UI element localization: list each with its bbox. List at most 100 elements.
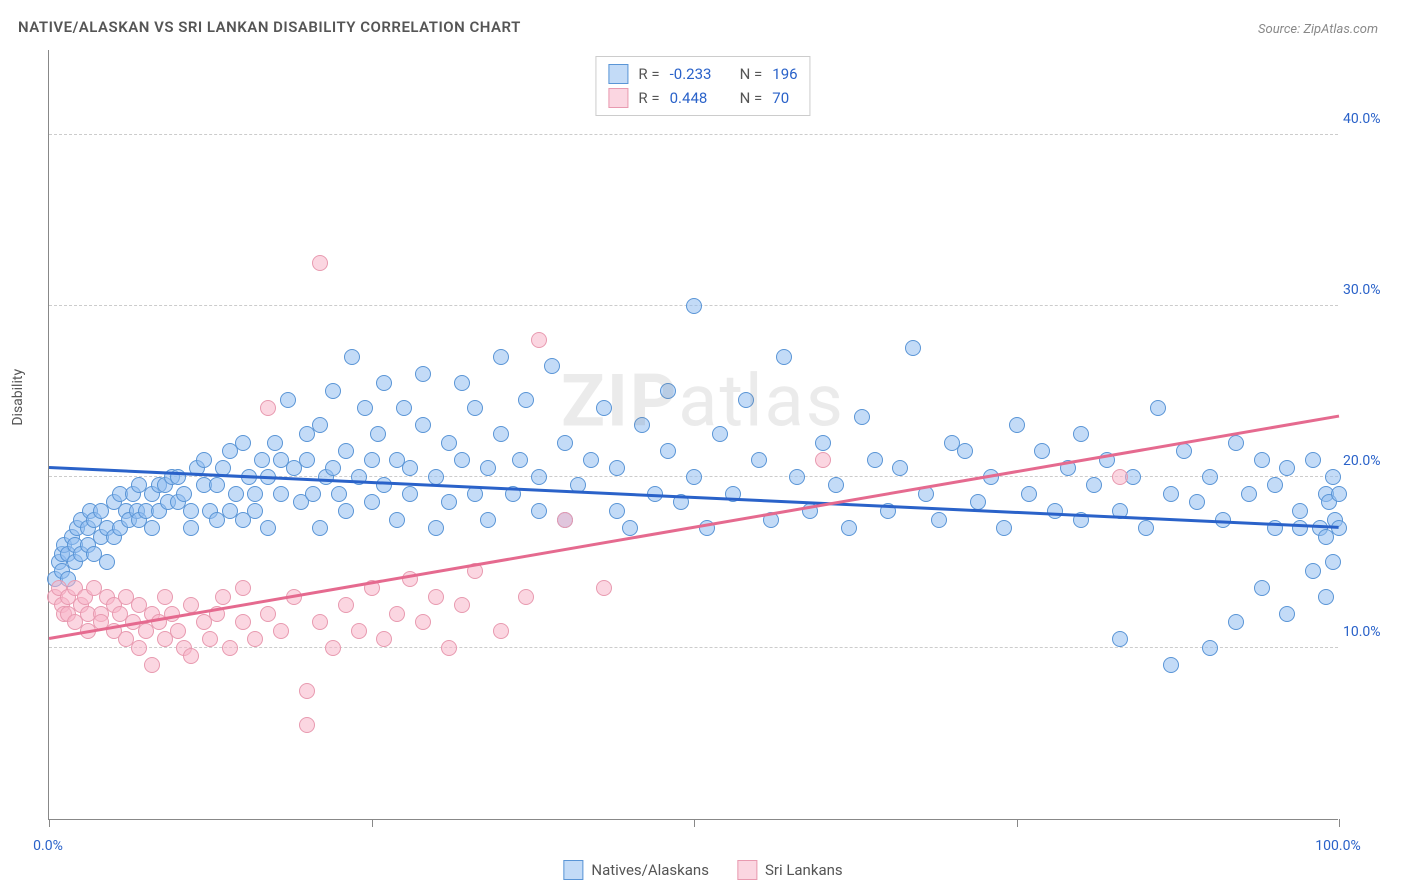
scatter-point [247,486,263,502]
scatter-point [1331,486,1347,502]
scatter-point [789,469,805,485]
scatter-point [312,255,328,271]
scatter-point [235,580,251,596]
y-tick-label: 40.0% [1343,111,1398,127]
x-tick [1339,819,1340,827]
scatter-point [305,486,321,502]
scatter-point [660,443,676,459]
scatter-point [815,435,831,451]
y-axis-label: Disability [10,369,26,426]
legend-swatch [563,860,583,880]
scatter-point [415,366,431,382]
scatter-point [273,623,289,639]
scatter-point [1034,443,1050,459]
series-label: Natives/Alaskans [591,861,709,879]
scatter-point [351,623,367,639]
scatter-point [738,392,754,408]
r-value: 0.448 [670,89,730,107]
scatter-point [441,640,457,656]
y-tick-label: 10.0% [1343,624,1398,640]
scatter-point [957,443,973,459]
n-value: 196 [772,65,797,83]
scatter-point [299,452,315,468]
scatter-point [622,520,638,536]
scatter-point [686,469,702,485]
scatter-point [247,503,263,519]
scatter-point [1279,606,1295,622]
scatter-point [99,554,115,570]
scatter-point [273,486,289,502]
scatter-point [1202,640,1218,656]
scatter-point [609,460,625,476]
r-value: -0.233 [670,65,730,83]
scatter-point [454,375,470,391]
scatter-point [1292,503,1308,519]
scatter-point [389,512,405,528]
x-tick-label: 100.0% [1315,838,1360,854]
scatter-point [280,392,296,408]
scatter-point [596,400,612,416]
scatter-point [364,494,380,510]
scatter-point [402,486,418,502]
scatter-point [841,520,857,536]
scatter-point [660,383,676,399]
scatter-point [376,631,392,647]
scatter-point [531,332,547,348]
source-label: Source: [1258,22,1303,37]
scatter-point [609,503,625,519]
scatter-point [183,648,199,664]
scatter-point [1112,469,1128,485]
scatter-point [1112,631,1128,647]
scatter-point [215,589,231,605]
scatter-point [415,614,431,630]
scatter-point [428,589,444,605]
gridline [49,647,1338,648]
series-legend-item: Sri Lankans [737,860,843,880]
scatter-point [376,477,392,493]
scatter-point [1176,443,1192,459]
scatter-point [531,469,547,485]
scatter-point [1305,563,1321,579]
scatter-point [686,298,702,314]
scatter-point [828,477,844,493]
scatter-point [247,631,263,647]
scatter-point [260,606,276,622]
legend-swatch [608,88,628,108]
scatter-point [157,589,173,605]
scatter-point [531,503,547,519]
scatter-point [370,426,386,442]
x-tick-label: 0.0% [33,838,63,854]
scatter-point [196,452,212,468]
r-label: R = [638,89,659,107]
scatter-point [1267,477,1283,493]
scatter-point [312,417,328,433]
scatter-point [1021,486,1037,502]
stats-legend-row: R = 0.448N = 70 [608,86,797,110]
scatter-point [235,614,251,630]
scatter-point [931,512,947,528]
scatter-point [867,452,883,468]
scatter-point [1086,477,1102,493]
scatter-point [454,452,470,468]
r-label: R = [638,65,659,83]
scatter-point [338,443,354,459]
scatter-point [170,623,186,639]
scatter-point [441,435,457,451]
n-label: N = [740,89,763,107]
scatter-point [325,640,341,656]
scatter-point [364,452,380,468]
scatter-point [389,606,405,622]
y-tick-label: 20.0% [1343,453,1398,469]
scatter-point [228,486,244,502]
scatter-point [1325,469,1341,485]
scatter-point [338,503,354,519]
n-label: N = [740,65,763,83]
scatter-point [854,409,870,425]
source-name: ZipAtlas.com [1303,22,1378,37]
scatter-point [299,717,315,733]
scatter-point [144,520,160,536]
scatter-point [1279,460,1295,476]
scatter-point [996,520,1012,536]
scatter-point [1163,657,1179,673]
scatter-point [454,597,470,613]
